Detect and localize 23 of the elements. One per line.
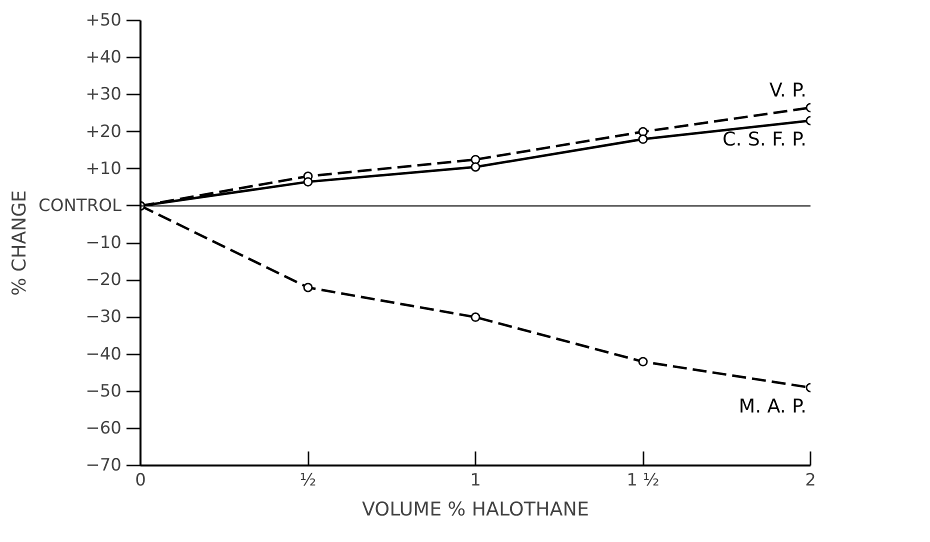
x-tick-label: ½ (300, 470, 316, 490)
y-tick-label: −10 (86, 233, 122, 253)
y-tick-label: −30 (86, 307, 122, 328)
x-tick-label: 1 (470, 470, 481, 490)
x-axis-title: VOLUME % HALOTHANE (362, 498, 589, 520)
y-tick-label: +30 (86, 84, 122, 105)
y-tick-label: +10 (86, 158, 122, 179)
y-tick-label: +20 (86, 122, 122, 142)
y-tick-label: +50 (86, 10, 122, 30)
series-label: M. A. P. (738, 396, 807, 418)
series-label: C. S. F. P. (722, 128, 807, 151)
series-label: V. P. (769, 80, 807, 102)
y-tick-label: −40 (86, 344, 122, 364)
x-tick-label: 1 ½ (626, 470, 660, 490)
y-tick-label: CONTROL (38, 196, 122, 216)
y-tick-label: −50 (86, 381, 122, 402)
y-axis-title: % CHANGE (8, 190, 30, 296)
x-tick-label: 2 (805, 470, 816, 490)
y-tick-label: +40 (86, 48, 122, 68)
x-tick-label: 0 (135, 470, 146, 490)
y-tick-label: −70 (86, 456, 122, 476)
y-tick-label: −60 (86, 418, 122, 438)
y-tick-label: −20 (86, 270, 122, 290)
